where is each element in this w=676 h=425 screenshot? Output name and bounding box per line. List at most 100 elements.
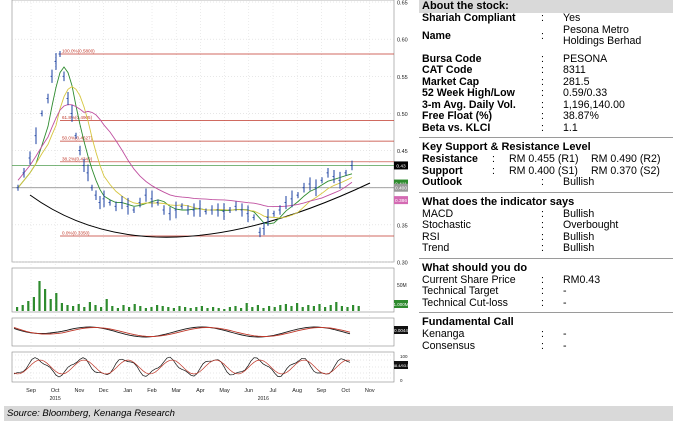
- about-row-beta: Beta vs. KLCI : 1.1: [419, 121, 673, 135]
- colon: :: [541, 242, 544, 254]
- outlook-label: Outlook: [422, 176, 463, 188]
- action-value: RM0.43: [563, 273, 601, 286]
- month-label: Aug: [292, 388, 302, 394]
- volume-bar: [256, 305, 259, 311]
- year-label: 2016: [258, 396, 269, 402]
- volume-bar: [245, 303, 248, 311]
- volume-bar: [32, 297, 35, 311]
- indicator-row-macd: MACD : Bullish: [419, 207, 673, 221]
- colon: :: [541, 64, 544, 76]
- indicator-value: Overbought: [563, 219, 619, 231]
- rounding-bottom-arc: [29, 182, 371, 238]
- chart-canvas: 100.0%(0.5800) 61.8%(0.4905) 50.0%(0.4627)…: [11, 0, 408, 402]
- volume-bar: [167, 307, 170, 311]
- indicator-row-trend: Trend : Bullish: [419, 242, 673, 255]
- volume-bar: [223, 309, 226, 311]
- about-value: 1.1: [563, 121, 578, 134]
- resistance-label: Resistance: [422, 153, 478, 165]
- month-label: Sep: [26, 388, 36, 394]
- resistance-r1: RM 0.455 (R1): [509, 153, 579, 165]
- volume-bar: [161, 306, 164, 311]
- month-label: Dec: [99, 388, 109, 394]
- volume-bar: [284, 304, 287, 311]
- colon: :: [541, 176, 544, 188]
- support-s2: RM 0.370 (S2): [591, 164, 660, 177]
- volume-bar: [251, 307, 254, 311]
- volume-bar: [240, 308, 243, 311]
- support-label: Support: [422, 164, 463, 177]
- volume-bar: [206, 308, 209, 311]
- volume-bar: [122, 305, 125, 311]
- volume-bar: [172, 308, 175, 311]
- divider: [419, 312, 673, 313]
- about-row-cat-code: CAT Code : 8311: [419, 64, 673, 77]
- macd-pane-frame: [11, 317, 395, 347]
- fundamental-row-kenanga: Kenanga : -: [419, 328, 673, 341]
- volume-tag-label: 1.000M: [393, 302, 408, 307]
- year-label: 2015: [50, 396, 61, 402]
- volume-bar: [296, 303, 299, 311]
- volume-bar: [324, 307, 327, 311]
- volume-bar: [346, 307, 349, 311]
- price-axis-label: 0.30: [397, 261, 408, 267]
- volume-bar: [38, 281, 41, 311]
- fundamental-row-consensus: Consensus : -: [419, 340, 673, 353]
- colon: :: [541, 328, 544, 340]
- volume-bar: [279, 305, 282, 311]
- volume-bar: [16, 307, 19, 311]
- volume-bar: [72, 306, 75, 311]
- support-row: Support : RM 0.400 (S1) RM 0.370 (S2): [419, 164, 673, 178]
- stoch-axis-label: 100: [400, 354, 408, 359]
- levels-title: Key Support & Resistance Level: [422, 141, 591, 153]
- about-value: 0.59/0.33: [563, 87, 608, 99]
- volume-bar: [329, 305, 332, 311]
- about-value: 1,196,140.00: [563, 98, 625, 111]
- macd-lines: [13, 326, 351, 338]
- colon: :: [541, 75, 544, 88]
- colon: :: [541, 87, 544, 99]
- about-value: 281.5: [563, 75, 590, 88]
- fib-label: 61.8%(0.4905): [62, 115, 93, 120]
- volume-bar: [357, 306, 360, 311]
- colon: :: [541, 98, 544, 111]
- price-axis-label: 0.45: [397, 149, 408, 155]
- about-row-52wk: 52 Week High/Low : 0.59/0.33: [419, 87, 673, 100]
- action-label: Technical Target: [422, 285, 499, 297]
- colon: :: [541, 296, 544, 309]
- indicator-value: Bullish: [563, 230, 595, 243]
- about-label: CAT Code: [422, 64, 473, 76]
- indicator-label: MACD: [422, 207, 454, 220]
- price-tag-label: 0.43: [396, 163, 406, 169]
- about-label: 52 Week High/Low: [422, 87, 515, 99]
- about-value: 38.87%: [563, 110, 599, 122]
- volume-bar: [150, 307, 153, 311]
- month-label: Jul: [269, 388, 276, 394]
- price-tag: [394, 179, 408, 188]
- volume-bar: [262, 308, 265, 311]
- indicator-label: Stochastic: [422, 219, 471, 231]
- action-title: What should you do: [422, 261, 528, 274]
- action-row-target: Technical Target : -: [419, 285, 673, 298]
- macd-signal-line: [13, 326, 351, 337]
- indicator-row-stochastic: Stochastic : Overbought: [419, 219, 673, 232]
- fib-label: 38.2%(0.4349): [62, 156, 93, 161]
- volume-bar: [77, 304, 80, 311]
- price-tag: [394, 161, 408, 170]
- fib-label: 50.0%(0.4627): [62, 136, 93, 141]
- colon: :: [541, 29, 544, 42]
- volume-bar: [49, 299, 52, 311]
- divider: [419, 257, 673, 259]
- colon: :: [541, 219, 544, 231]
- outlook-value: Bullish: [563, 176, 595, 188]
- about-row-market-cap: Market Cap : 281.5: [419, 75, 673, 89]
- price-bars: [16, 51, 353, 238]
- volume-bar: [83, 307, 86, 311]
- price-axis-label: 0.60: [397, 38, 408, 44]
- volume-bar: [273, 307, 276, 311]
- about-row-shariah: Shariah Compliant : Yes: [419, 12, 673, 25]
- about-label: Market Cap: [422, 75, 480, 88]
- volume-bar: [307, 305, 310, 311]
- fundamental-value: -: [563, 328, 567, 340]
- volume-bar: [352, 305, 355, 311]
